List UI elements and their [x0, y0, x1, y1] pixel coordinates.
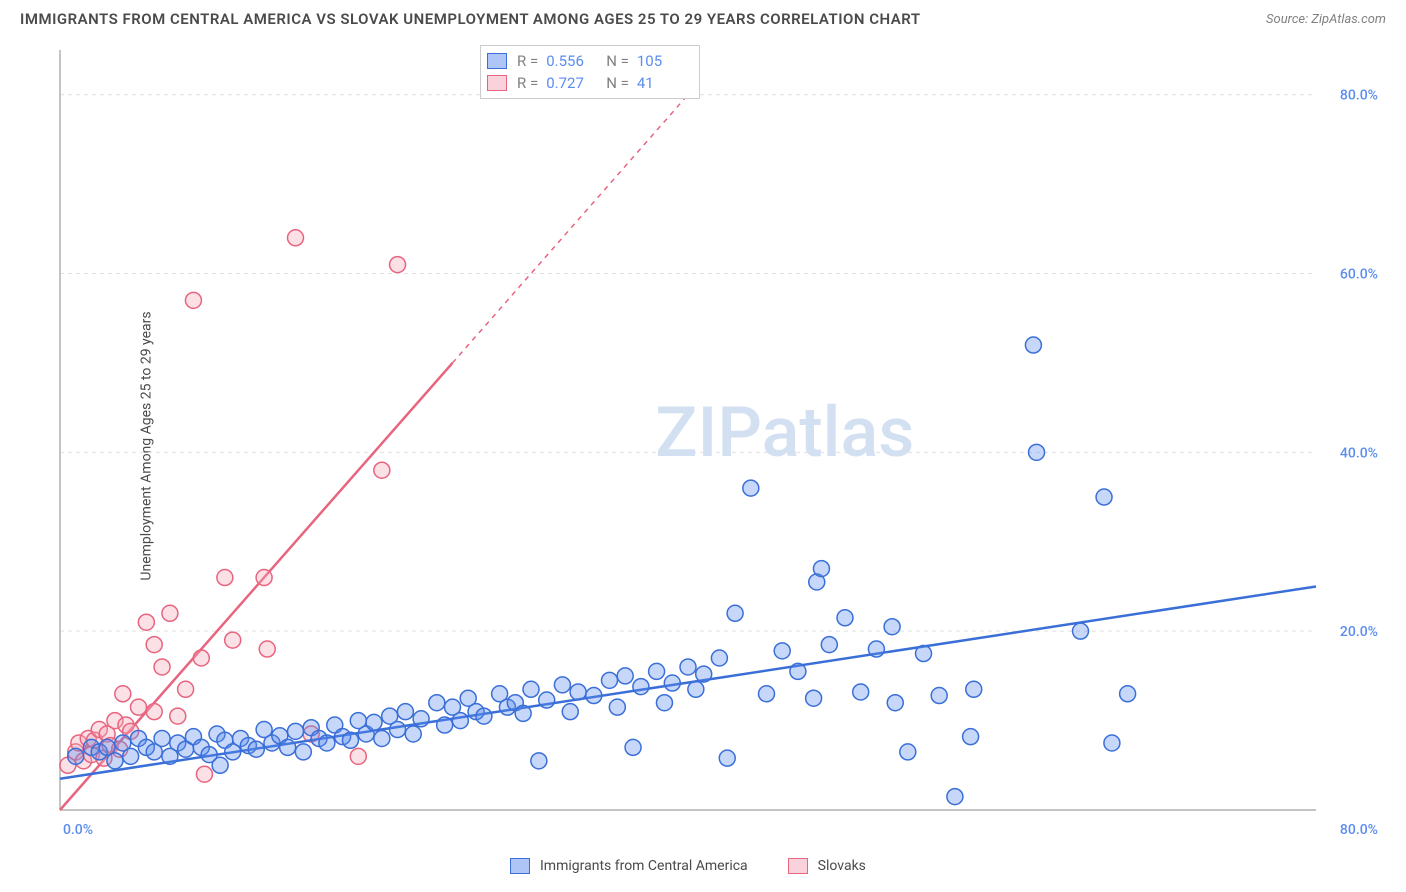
legend-label-series1: Immigrants from Central America: [540, 858, 748, 874]
legend-label-series2: Slovaks: [818, 858, 866, 874]
svg-text:60.0%: 60.0%: [1340, 267, 1378, 283]
correlation-legend: R = 0.556 N = 105 R = 0.727 N = 41: [480, 45, 700, 99]
svg-text:0.0%: 0.0%: [63, 822, 93, 838]
r-value-series2: 0.727: [546, 74, 598, 92]
scatter-plot: 20.0% 40.0% 60.0% 80.0% 0.0% 80.0% ZIPatlas: [50, 40, 1386, 840]
n-label: N =: [606, 74, 629, 92]
swatch-series2: [487, 75, 507, 91]
svg-text:80.0%: 80.0%: [1340, 822, 1378, 838]
svg-text:40.0%: 40.0%: [1340, 445, 1378, 461]
n-label: N =: [606, 52, 629, 70]
legend-item-series2: Slovaks: [788, 858, 866, 874]
plot-svg: 20.0% 40.0% 60.0% 80.0% 0.0% 80.0% ZIPatlas: [50, 40, 1386, 840]
legend-row-series1: R = 0.556 N = 105: [487, 50, 689, 72]
swatch-series1: [487, 53, 507, 69]
source-attribution: Source: ZipAtlas.com: [1266, 12, 1386, 27]
legend-row-series2: R = 0.727 N = 41: [487, 72, 689, 94]
r-label: R =: [517, 74, 538, 92]
svg-text:ZIPatlas: ZIPatlas: [655, 392, 914, 474]
n-value-series1: 105: [637, 52, 689, 70]
r-label: R =: [517, 52, 538, 70]
r-value-series1: 0.556: [546, 52, 598, 70]
series-legend: Immigrants from Central America Slovaks: [510, 858, 866, 874]
swatch-series1-bottom: [510, 858, 530, 874]
legend-item-series1: Immigrants from Central America: [510, 858, 748, 874]
swatch-series2-bottom: [788, 858, 808, 874]
svg-text:80.0%: 80.0%: [1340, 88, 1378, 104]
n-value-series2: 41: [637, 74, 689, 92]
svg-text:20.0%: 20.0%: [1340, 624, 1378, 640]
chart-title: IMMIGRANTS FROM CENTRAL AMERICA VS SLOVA…: [20, 10, 921, 28]
